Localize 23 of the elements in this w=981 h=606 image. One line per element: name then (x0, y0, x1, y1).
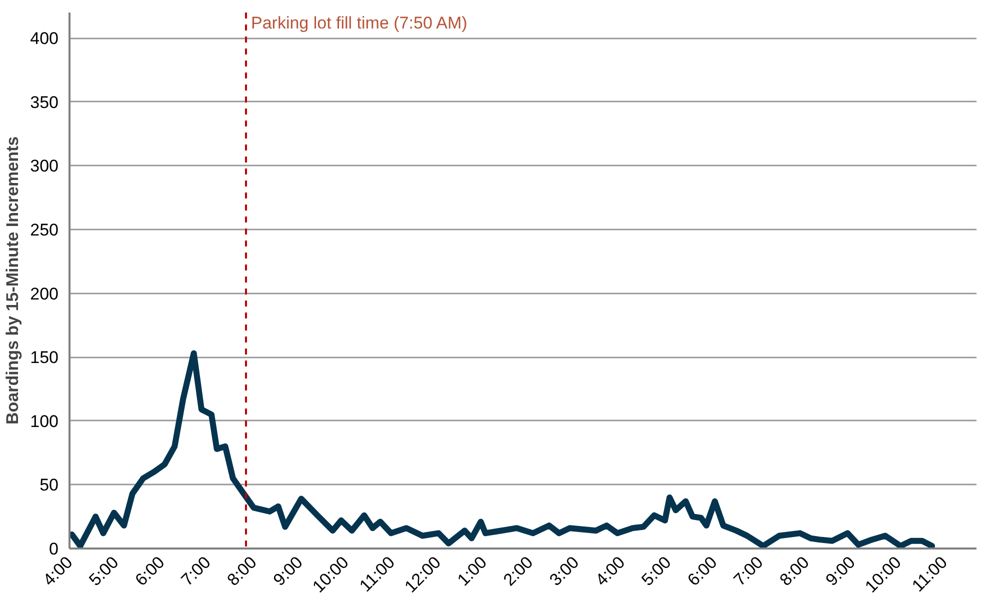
x-tick-label: 6:00 (684, 552, 721, 590)
y-tick-label: 0 (49, 540, 59, 558)
y-tick-label: 400 (30, 29, 59, 48)
y-axis-title: Boardings by 15-Minute Increments (3, 136, 22, 425)
y-tick-label: 200 (30, 284, 59, 304)
y-tick-label: 50 (40, 476, 59, 495)
x-tick-label: 3:00 (546, 552, 583, 590)
x-tick-label: 6:00 (131, 552, 168, 590)
x-tick-label: 7:00 (178, 552, 214, 590)
y-tick-label: 300 (30, 156, 59, 176)
y-tick-label: 250 (30, 220, 59, 240)
x-tick-label: 7:00 (730, 552, 767, 590)
y-tick-label: 150 (30, 348, 59, 368)
y-tick-label: 350 (30, 92, 59, 112)
x-tick-label: 4:00 (592, 552, 629, 590)
x-tick-label: 8:00 (776, 552, 813, 590)
x-tick-label: 8:00 (224, 552, 260, 590)
x-tick-label: 9:00 (270, 552, 306, 590)
ref-line-label: Parking lot fill time (7:50 AM) (250, 14, 468, 32)
x-tick-label: 5:00 (85, 552, 122, 590)
x-tick-label: 5:00 (638, 552, 675, 590)
y-tick-label: 100 (30, 412, 59, 431)
x-tick-label: 9:00 (822, 552, 859, 590)
